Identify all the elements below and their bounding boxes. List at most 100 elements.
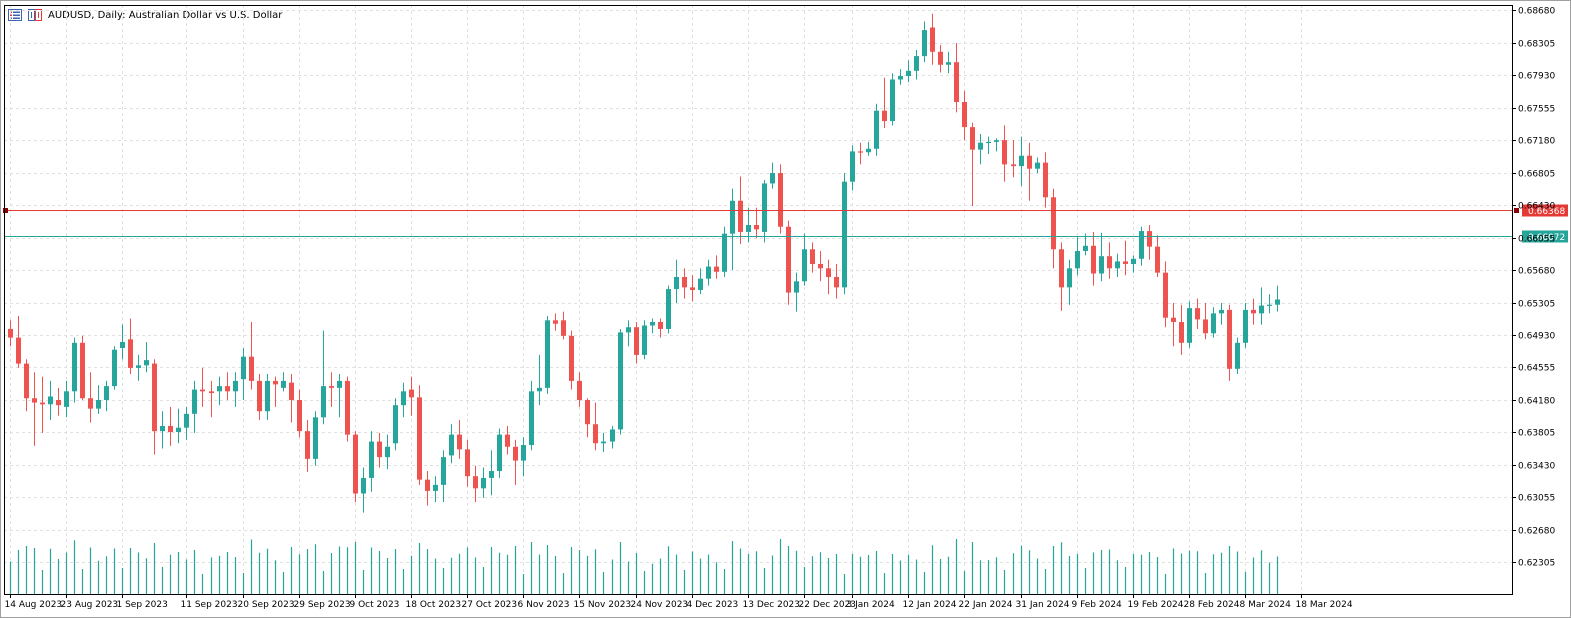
candle-body <box>1139 231 1144 259</box>
x-tick-label: 22 Dec 2023 <box>799 600 857 610</box>
candle-body <box>1035 162 1040 169</box>
candle-body <box>273 380 278 385</box>
candle-body <box>601 441 606 444</box>
candle-body <box>778 173 783 227</box>
candle-bear <box>24 359 29 412</box>
y-tick-label: 0.64930 <box>1518 332 1555 342</box>
horizontal-levels[interactable]: 0.66368 0.66072 <box>3 204 1568 244</box>
x-tick-label: 24 Nov 2023 <box>631 600 689 610</box>
y-tick-label: 0.67555 <box>1518 105 1555 115</box>
line-anchor-left <box>3 208 8 213</box>
candle-bear <box>561 311 566 340</box>
candle-bear <box>593 402 598 451</box>
candle-body <box>1043 162 1048 198</box>
candle-body <box>345 380 350 435</box>
candle-body <box>866 148 871 153</box>
candle-body <box>986 141 991 144</box>
x-tick-label: 18 Oct 2023 <box>406 600 462 610</box>
candle-body <box>786 226 791 293</box>
candle-body <box>337 380 342 388</box>
candle-body <box>144 360 149 366</box>
candle-bear <box>465 439 470 487</box>
candle-bull <box>537 354 542 406</box>
candle-bear <box>152 359 157 455</box>
candle-bear <box>1163 261 1168 328</box>
candle-bull <box>1099 232 1104 282</box>
candle-bull <box>489 450 494 496</box>
candle-bear <box>425 471 430 506</box>
candle-bear <box>1051 188 1056 269</box>
symbol-compare-icon[interactable] <box>28 9 42 21</box>
candle-body <box>1051 197 1056 250</box>
candle-body <box>1107 256 1112 269</box>
candle-bear <box>585 398 590 438</box>
x-tick-label: 9 Feb 2024 <box>1072 600 1123 610</box>
candle-body <box>425 479 430 491</box>
candle-body <box>1011 164 1016 167</box>
candle-body <box>225 386 230 392</box>
resistance-price-label: 0.66368 <box>1528 207 1565 217</box>
candle-bear <box>273 376 278 407</box>
candle-body <box>1002 140 1007 165</box>
candle-bear <box>505 425 510 455</box>
candle-body <box>217 386 222 392</box>
candle-bull <box>1075 237 1080 276</box>
candle-body <box>545 320 550 388</box>
y-tick-label: 0.62305 <box>1518 559 1555 569</box>
candle-bull <box>650 318 655 334</box>
candle-bear <box>8 320 13 347</box>
candle-body <box>289 382 294 400</box>
candle-bull <box>762 179 767 243</box>
candle-bull <box>914 50 919 80</box>
candle-body <box>634 327 639 355</box>
candle-bull <box>722 226 727 277</box>
candle-body <box>209 391 214 394</box>
candle-body <box>377 441 382 458</box>
candle-body <box>970 127 975 150</box>
candle-bear <box>353 431 358 503</box>
candle-bear <box>457 419 462 459</box>
candle-bull <box>674 259 679 303</box>
candle-bear <box>257 373 262 420</box>
candle-body <box>618 332 623 430</box>
candle-bear <box>690 275 695 302</box>
x-tick-label: 15 Nov 2023 <box>574 600 632 610</box>
candle-body <box>954 62 959 103</box>
x-tick-label: 19 Feb 2024 <box>1128 600 1184 610</box>
candle-bear <box>128 318 133 374</box>
candle-body <box>112 349 117 387</box>
candle-body <box>305 431 310 459</box>
volume-bars <box>9 539 1279 594</box>
candle-body <box>1131 258 1136 264</box>
candle-bull <box>521 437 526 477</box>
y-tick-label: 0.64180 <box>1518 397 1555 407</box>
candle-body <box>585 399 590 425</box>
price-axis[interactable]: 0.68680 0.68305 0.67930 0.67555 0.67180 0.668… <box>1512 7 1555 569</box>
candle-body <box>658 322 663 329</box>
candle-body <box>810 249 815 264</box>
candle-body <box>489 471 494 478</box>
x-tick-label: 9 Oct 2023 <box>350 600 400 610</box>
candle-bear <box>786 220 791 305</box>
candle-bull <box>449 424 454 464</box>
candle-bull <box>313 411 318 466</box>
candle-bull <box>361 467 366 513</box>
y-tick-label: 0.66055 <box>1518 235 1555 245</box>
candle-bull <box>898 69 903 85</box>
candle-body <box>241 356 246 380</box>
candle-body <box>666 289 671 329</box>
candle-body <box>1083 245 1088 251</box>
x-tick-label: 3 Jan 2024 <box>847 600 895 610</box>
candle-body <box>88 398 93 409</box>
candle-body <box>449 434 454 456</box>
candle-bear <box>1027 142 1032 201</box>
candle-body <box>1267 304 1272 306</box>
candle-bear <box>305 419 310 472</box>
candle-body <box>473 476 478 489</box>
candle-bear <box>682 268 687 299</box>
candle-bull <box>136 354 141 381</box>
candle-bull <box>978 134 983 165</box>
candle-body <box>361 477 366 494</box>
